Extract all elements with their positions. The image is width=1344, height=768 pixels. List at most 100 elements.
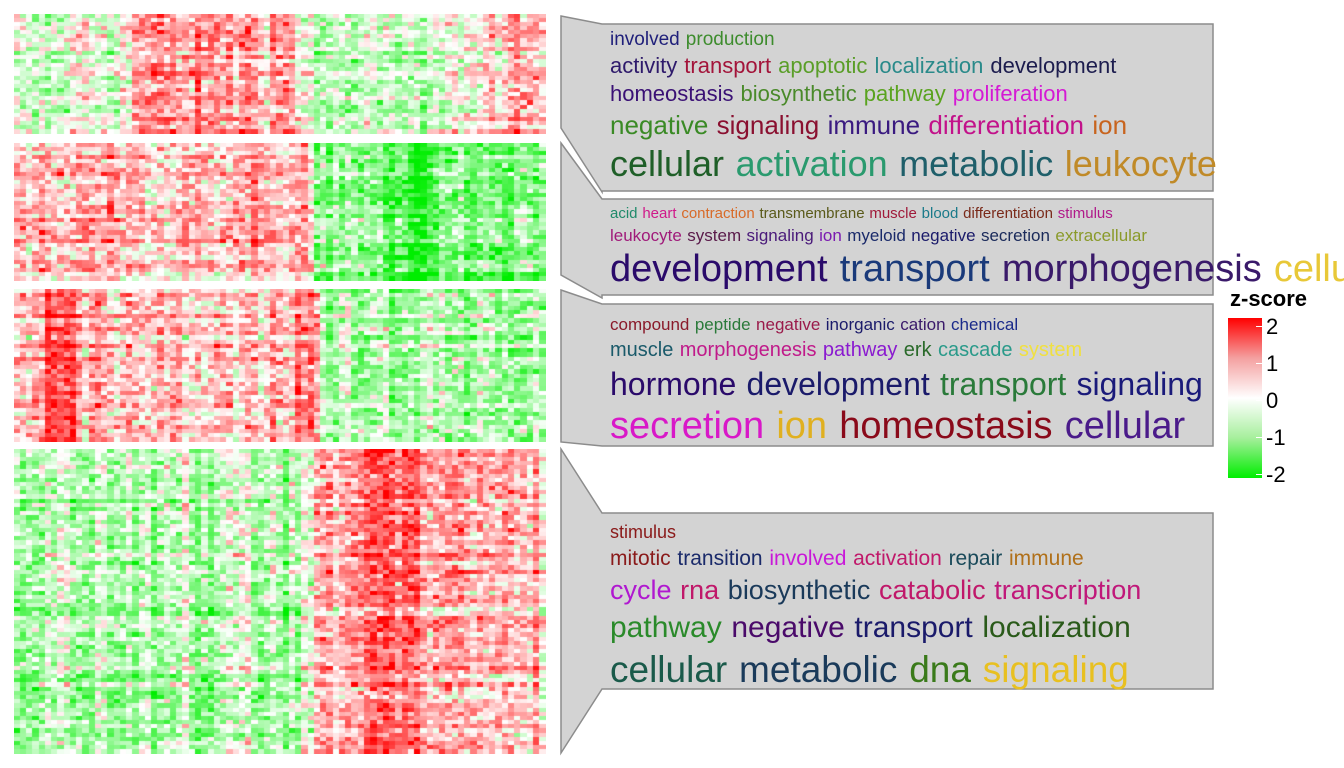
cloud-word: cycle bbox=[610, 575, 672, 605]
word-line: activity transport apoptotic localization de… bbox=[610, 55, 1212, 77]
cloud-word: homeostasis bbox=[610, 81, 734, 106]
cloud-word: system bbox=[687, 226, 742, 245]
word-line: leukocyte system signaling ion myeloid negati… bbox=[610, 227, 1212, 244]
cloud-word: chemical bbox=[951, 315, 1019, 334]
cloud-word: negative bbox=[731, 611, 845, 644]
cloud-word: transition bbox=[677, 547, 763, 570]
legend-tick bbox=[1256, 363, 1263, 364]
legend-tick bbox=[1256, 326, 1263, 327]
cloud-word: secretion bbox=[610, 405, 765, 447]
legend-tick bbox=[1256, 437, 1263, 438]
legend-label: -2 bbox=[1266, 462, 1286, 487]
cloud-word: myeloid bbox=[847, 226, 906, 245]
cloud-word: pathway bbox=[863, 81, 946, 106]
cloud-word: activity bbox=[610, 53, 678, 78]
cloud-word: ion bbox=[1092, 110, 1128, 140]
cloud-word: signaling bbox=[716, 110, 820, 140]
cloud-word: erk bbox=[903, 339, 932, 361]
legend-label: 0 bbox=[1266, 388, 1279, 413]
cloud-word: morphogenesis bbox=[1001, 248, 1262, 290]
cloud-word: blood bbox=[921, 205, 959, 222]
cloud-word: immune bbox=[1008, 547, 1084, 570]
legend-title: z-score bbox=[1230, 286, 1308, 311]
cloud-word: involved bbox=[610, 29, 680, 50]
cloud-word: system bbox=[1018, 339, 1083, 361]
legend-tick bbox=[1256, 400, 1263, 401]
cloud-word: ion bbox=[819, 226, 842, 245]
cloud-word: development bbox=[746, 366, 930, 402]
cloud-word: localization bbox=[982, 611, 1131, 644]
cloud-word: muscle bbox=[610, 339, 674, 361]
cloud-word: stimulus bbox=[610, 522, 677, 542]
word-cloud-cluster-2: acid heart contraction transmembrane muscle b… bbox=[606, 205, 1344, 290]
word-line: cycle rna biosynthetic catabolic transcripti… bbox=[610, 577, 1212, 604]
cloud-word: acid bbox=[610, 205, 638, 222]
word-cloud-cluster-4: stimulus mitotic transition involved activat… bbox=[606, 523, 1212, 688]
cloud-word: cellular bbox=[610, 143, 725, 184]
cloud-word: muscle bbox=[869, 205, 917, 222]
cloud-word: signaling bbox=[746, 226, 814, 245]
heatmap-cluster-1 bbox=[14, 14, 546, 134]
cloud-word: transport bbox=[940, 366, 1067, 402]
cloud-word: dna bbox=[909, 649, 971, 690]
cloud-word: contraction bbox=[681, 205, 755, 222]
cloud-word: heart bbox=[642, 205, 677, 222]
cloud-word: differentiation bbox=[928, 110, 1085, 140]
cloud-word: mitotic bbox=[610, 547, 671, 570]
cloud-word: cellular bbox=[610, 649, 728, 690]
heatmap-cluster-3 bbox=[14, 289, 546, 442]
cloud-word: cascade bbox=[937, 339, 1013, 361]
cloud-word: involved bbox=[769, 547, 847, 570]
legend-color-bar bbox=[1228, 318, 1262, 478]
cloud-word: proliferation bbox=[952, 81, 1068, 106]
word-cloud-cluster-3: compound peptide negative inorganic cation ch… bbox=[606, 316, 1212, 445]
cloud-word: biosynthetic bbox=[727, 575, 871, 605]
cloud-word: extracellular bbox=[1055, 226, 1148, 245]
cloud-word: negative bbox=[610, 110, 709, 140]
heatmap-cluster-4 bbox=[14, 449, 546, 754]
heatmap-cluster-2 bbox=[14, 143, 546, 281]
word-line: cellular metabolic dna signaling bbox=[610, 651, 1212, 688]
zscore-legend: z-score 2 1 0 -1 -2 bbox=[1226, 286, 1336, 486]
callout-box bbox=[560, 288, 1214, 447]
cloud-word: ion bbox=[776, 405, 828, 447]
cloud-word: metabolic bbox=[739, 649, 898, 690]
legend-label: 2 bbox=[1266, 314, 1279, 339]
cloud-word: repair bbox=[948, 547, 1003, 570]
cloud-word: inorganic bbox=[825, 315, 895, 334]
cloud-word: cellular bbox=[1064, 405, 1186, 447]
word-line: compound peptide negative inorganic cation ch… bbox=[610, 316, 1212, 333]
word-line: stimulus bbox=[610, 523, 1212, 541]
legend-tick bbox=[1256, 474, 1263, 475]
word-line: hormone development transport signaling bbox=[610, 368, 1212, 400]
cloud-word: activation bbox=[735, 143, 888, 184]
word-line: development transport morphogenesis cellula… bbox=[610, 248, 1344, 290]
cloud-word: leukocyte bbox=[1064, 143, 1217, 184]
cloud-word: hormone bbox=[610, 366, 737, 402]
cloud-word: peptide bbox=[694, 315, 751, 334]
cloud-word: pathway bbox=[610, 611, 722, 644]
legend-label: 1 bbox=[1266, 351, 1279, 376]
cloud-word: compound bbox=[610, 315, 690, 334]
cloud-word: transport bbox=[839, 248, 990, 290]
word-cloud-cluster-1: involved production activity transport apopt… bbox=[606, 30, 1217, 184]
cloud-word: signaling bbox=[982, 649, 1129, 690]
legend-label: -1 bbox=[1266, 425, 1286, 450]
cloud-word: differentiation bbox=[963, 205, 1053, 222]
word-line: pathway negative transport localization bbox=[610, 613, 1212, 643]
cloud-word: rna bbox=[680, 575, 720, 605]
cloud-word: cellular bbox=[1273, 248, 1344, 290]
cloud-word: apoptotic bbox=[778, 53, 868, 78]
word-line: cellular activation metabolic leukocyte bbox=[610, 143, 1217, 184]
word-line: negative signaling immune differentiation io… bbox=[610, 112, 1212, 138]
callout-box bbox=[560, 446, 1214, 756]
callout-box bbox=[560, 15, 1214, 195]
cloud-word: leukocyte bbox=[610, 226, 682, 245]
cloud-word: biosynthetic bbox=[740, 81, 857, 106]
word-line: secretion ion homeostasis cellular bbox=[610, 407, 1212, 445]
word-line: involved production bbox=[610, 30, 1212, 49]
cloud-word: immune bbox=[827, 110, 921, 140]
cloud-word: stimulus bbox=[1057, 205, 1113, 222]
word-line: mitotic transition involved activation repai… bbox=[610, 548, 1212, 569]
